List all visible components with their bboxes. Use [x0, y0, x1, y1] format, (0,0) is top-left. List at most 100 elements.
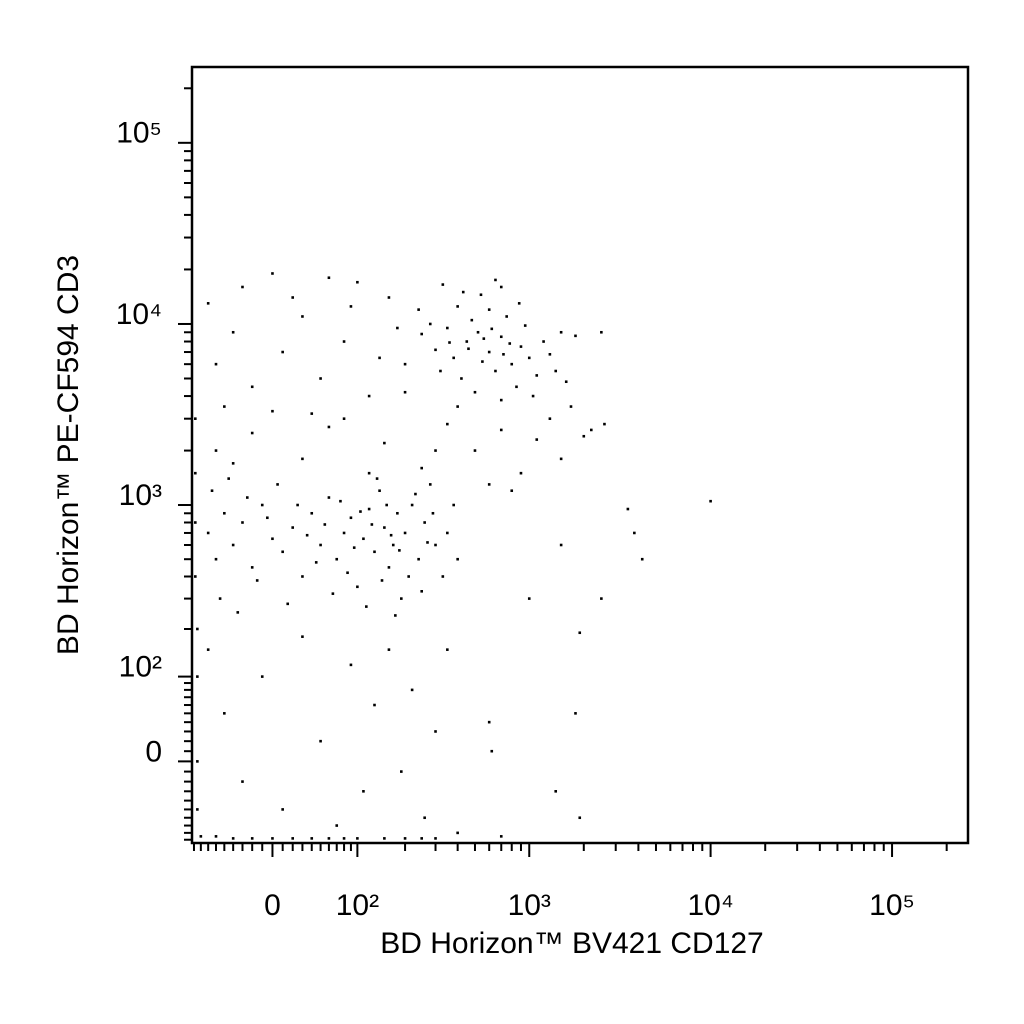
data-point: [194, 521, 197, 524]
data-point: [199, 835, 203, 838]
data-point: [373, 703, 376, 707]
data-point: [542, 340, 545, 343]
data-point: [414, 492, 417, 496]
data-point: [420, 590, 423, 593]
data-point: [589, 428, 593, 432]
data-point: [352, 546, 356, 549]
data-point: [196, 627, 199, 631]
data-point: [356, 280, 359, 284]
data-point: [327, 496, 331, 499]
data-point: [301, 457, 304, 461]
plot-frame: [190, 65, 970, 845]
data-point: [380, 579, 384, 582]
data-point: [519, 345, 523, 348]
data-point: [467, 347, 470, 351]
data-point: [250, 837, 254, 840]
data-point: [420, 466, 423, 470]
data-point: [271, 409, 274, 413]
data-point: [410, 688, 414, 692]
data-point: [375, 477, 379, 480]
data-point: [633, 531, 636, 535]
data-point: [387, 566, 391, 569]
data-point: [446, 648, 449, 651]
data-point: [196, 760, 199, 763]
data-point: [241, 285, 244, 289]
data-point: [434, 449, 437, 452]
data-point: [286, 602, 290, 606]
data-point: [452, 503, 455, 507]
data-point: [626, 507, 630, 511]
data-point: [499, 398, 503, 402]
data-point: [403, 531, 407, 535]
data-point: [441, 575, 445, 578]
data-point: [600, 330, 603, 334]
data-point: [428, 483, 432, 486]
data-point: [499, 835, 503, 838]
data-point: [456, 557, 459, 561]
data-point: [564, 380, 568, 384]
data-point: [362, 790, 365, 793]
data-point: [515, 385, 518, 389]
x-tick-label: 0: [264, 889, 281, 922]
data-point: [434, 348, 437, 352]
data-point: [194, 417, 197, 420]
data-point: [342, 531, 346, 535]
data-point: [434, 543, 437, 547]
data-point: [319, 543, 322, 547]
data-point: [260, 503, 264, 507]
data-point: [223, 712, 226, 715]
data-point: [479, 293, 483, 297]
data-point: [420, 332, 423, 336]
data-point: [548, 353, 552, 356]
data-point: [385, 503, 388, 507]
data-point: [383, 441, 386, 445]
data-point: [578, 631, 582, 635]
data-point: [403, 362, 407, 366]
data-point: [554, 369, 558, 373]
data-point: [310, 412, 314, 415]
data-point: [365, 605, 368, 608]
data-point: [370, 523, 374, 526]
data-point: [331, 592, 335, 595]
data-point: [396, 511, 399, 515]
data-point: [554, 790, 558, 793]
data-point: [236, 611, 240, 614]
data-point: [461, 290, 465, 294]
data-point: [323, 523, 327, 526]
data-point: [231, 837, 235, 840]
data-point: [420, 837, 423, 840]
data-point: [403, 390, 407, 394]
data-point: [367, 507, 371, 511]
data-point: [206, 648, 210, 651]
data-point: [527, 356, 531, 360]
x-tick-label: 10⁵: [869, 889, 915, 922]
data-point: [410, 503, 414, 507]
data-point: [510, 489, 514, 493]
data-point: [448, 341, 451, 344]
data-point: [346, 571, 349, 575]
data-point: [231, 543, 235, 547]
data-point: [574, 712, 577, 715]
data-point: [327, 276, 331, 280]
data-point: [196, 808, 199, 811]
data-point: [271, 837, 274, 840]
data-point: [241, 780, 244, 783]
data-point: [266, 516, 269, 520]
data-point: [231, 330, 235, 334]
data-point: [446, 531, 449, 535]
data-point: [378, 489, 381, 493]
x-tick-label: 10⁴: [687, 889, 733, 922]
data-point: [214, 362, 218, 366]
data-point: [499, 428, 503, 432]
data-point: [426, 541, 429, 544]
data-point: [260, 675, 264, 678]
data-point: [431, 511, 435, 515]
data-point: [535, 438, 539, 441]
data-point: [391, 543, 395, 547]
data-point: [428, 322, 432, 326]
data-point: [578, 816, 582, 820]
data-point: [407, 575, 410, 578]
y-tick-label: 10³: [119, 479, 162, 512]
data-point: [319, 377, 322, 380]
